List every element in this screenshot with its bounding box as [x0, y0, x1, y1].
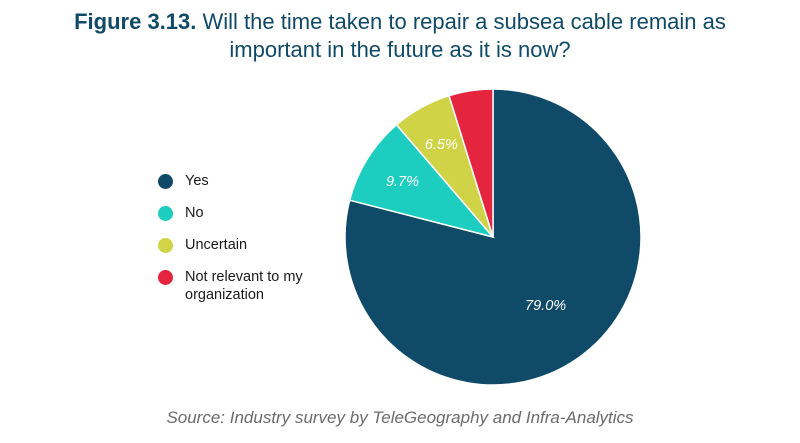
legend-item: Not relevant to my organization — [158, 268, 335, 304]
legend-swatch — [158, 270, 173, 285]
figure-number: Figure 3.13. — [74, 9, 197, 34]
legend-label: Yes — [185, 173, 209, 189]
legend-label: Not relevant to my organization — [185, 269, 303, 303]
slice-data-label: 6.5% — [425, 137, 458, 153]
legend-label: Uncertain — [185, 237, 248, 253]
pie-slice — [448, 88, 494, 238]
legend-swatch — [158, 206, 173, 221]
legend-item: Yes — [158, 172, 335, 190]
source-note: Source: Industry survey by TeleGeography… — [166, 408, 634, 427]
slice-data-label: 79.0% — [525, 298, 566, 314]
pie-slice — [348, 123, 496, 239]
title-line-1: Will the time taken to repair a subsea c… — [202, 9, 726, 34]
chart-title: Figure 3.13. Will the time taken to repa… — [0, 8, 800, 64]
legend-item: Uncertain — [158, 236, 335, 254]
legend-swatch — [158, 174, 173, 189]
legend-label: No — [185, 205, 204, 221]
legend-item: No — [158, 204, 335, 222]
legend: Yes No Uncertain Not relevant to my organiz… — [158, 172, 335, 318]
legend-swatch — [158, 238, 173, 253]
title-line-2: important in the future as it is now? — [229, 37, 571, 62]
slice-data-label: 9.7% — [386, 174, 419, 190]
